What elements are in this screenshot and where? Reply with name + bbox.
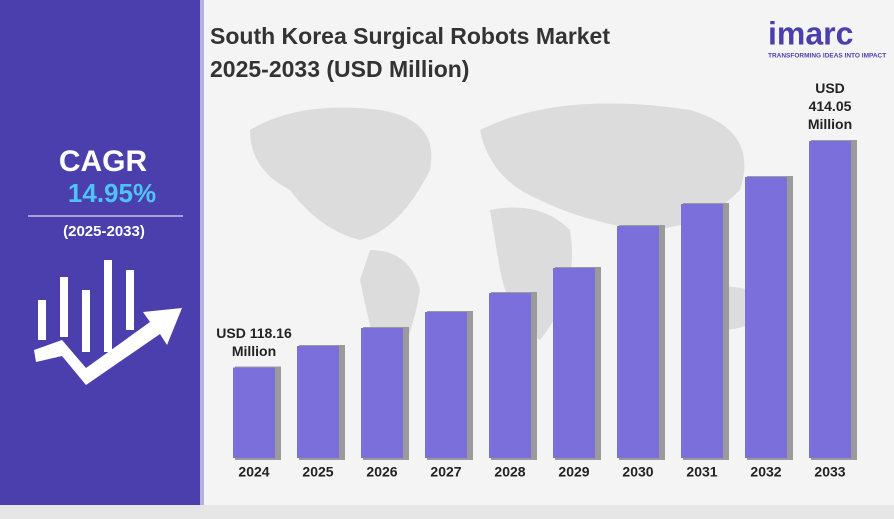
x-tick-label: 2031 (686, 464, 717, 480)
cagr-label: CAGR (59, 145, 148, 178)
value-label: USD 118.16 Million (216, 324, 292, 359)
cagr-value: 14.95% (68, 178, 156, 208)
x-tick-label: 2024 (238, 464, 269, 480)
bar (681, 203, 723, 458)
footer-strip (0, 505, 894, 519)
logo: imarc (768, 15, 853, 51)
x-tick-label: 2025 (302, 464, 333, 480)
x-tick-label: 2029 (558, 464, 589, 480)
bar (617, 226, 659, 458)
bar (489, 293, 531, 458)
bar (553, 267, 595, 458)
value-label: USD 414.05 Million (807, 80, 853, 133)
chart-title: South Korea Surgical Robots Market 2025-2… (210, 23, 610, 82)
panel-edge (200, 0, 204, 505)
bar (233, 367, 275, 458)
bar (425, 312, 467, 458)
growth-icon (34, 260, 182, 385)
bar (297, 345, 339, 458)
logo-tagline: TRANSFORMING IDEAS INTO IMPACT (768, 53, 886, 60)
world-map (250, 103, 770, 380)
bar (361, 328, 403, 458)
x-tick-label: 2032 (750, 464, 781, 480)
x-tick-label: 2030 (622, 464, 653, 480)
side-panel (0, 0, 200, 505)
cagr-period: (2025-2033) (63, 223, 145, 240)
x-tick-label: 2026 (366, 464, 397, 480)
x-tick-label: 2027 (430, 464, 461, 480)
bar (809, 141, 851, 458)
x-tick-label: 2028 (494, 464, 525, 480)
x-tick-label: 2033 (814, 464, 845, 480)
bar (745, 177, 787, 458)
